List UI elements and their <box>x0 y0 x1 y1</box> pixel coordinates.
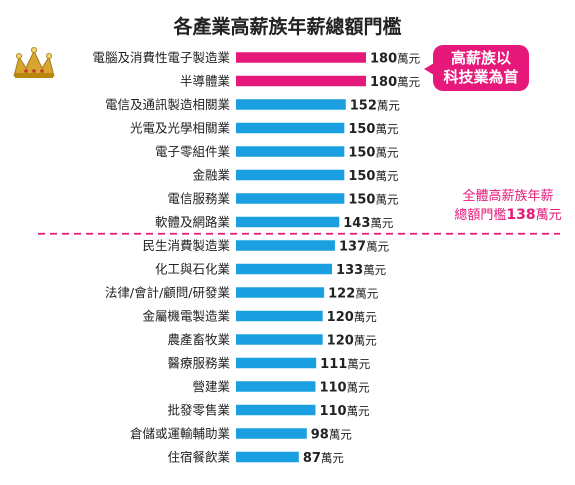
category-label: 農產畜牧業 <box>167 332 230 347</box>
overall-threshold-note: 全體高薪族年薪 總額門檻138萬元 <box>446 188 570 225</box>
category-label: 批發零售業 <box>167 403 230 418</box>
value-label: 150萬元 <box>348 122 399 137</box>
bar <box>236 357 317 369</box>
value-label: 133萬元 <box>336 263 387 278</box>
value-label: 137萬元 <box>339 240 390 255</box>
category-label: 法律/會計/顧問/研發業 <box>105 285 231 300</box>
bar <box>236 381 316 392</box>
category-label: 化工與石化業 <box>155 262 231 277</box>
bar <box>236 75 366 87</box>
value-label: 120萬元 <box>327 334 378 349</box>
bar <box>236 122 345 134</box>
bar <box>236 263 333 275</box>
bar <box>236 99 346 110</box>
category-label: 電信及通訊製造相關業 <box>105 97 231 112</box>
callout-box: 高薪族以 科技業為首 <box>424 45 529 91</box>
value-label: 180萬元 <box>370 75 421 90</box>
category-label: 營建業 <box>192 379 230 394</box>
value-label: 150萬元 <box>348 169 399 184</box>
category-label: 住宿餐飲業 <box>167 450 230 465</box>
note-line-2: 總額門檻138萬元 <box>446 206 570 225</box>
value-label: 122萬元 <box>328 287 379 302</box>
category-label: 電腦及消費性電子製造業 <box>92 50 230 65</box>
bar <box>236 240 335 251</box>
value-label: 152萬元 <box>350 99 401 114</box>
category-label: 半導體業 <box>180 74 231 89</box>
value-label: 110萬元 <box>319 381 370 396</box>
bar <box>236 428 307 439</box>
category-label: 軟體及網路業 <box>155 215 231 230</box>
bar <box>236 52 366 63</box>
callout-line-1: 高薪族以 <box>450 49 511 67</box>
category-label: 金屬機電製造業 <box>142 309 230 324</box>
value-label: 111萬元 <box>320 357 371 372</box>
callout-line-2: 科技業為首 <box>443 68 519 86</box>
category-label: 民生消費製造業 <box>142 238 230 253</box>
category-label: 電信服務業 <box>167 191 230 206</box>
value-label: 120萬元 <box>327 310 378 325</box>
bar <box>236 287 325 298</box>
note-unit: 萬元 <box>535 208 562 223</box>
value-label: 180萬元 <box>370 52 421 67</box>
chart-title: 各產業高薪族年薪總額門檻 <box>173 16 402 38</box>
bar <box>236 451 299 463</box>
bar <box>236 310 323 322</box>
value-label: 87萬元 <box>303 451 345 466</box>
note-line-1: 全體高薪族年薪 <box>462 189 554 204</box>
category-label: 電子零組件業 <box>155 144 231 159</box>
bar <box>236 404 316 416</box>
value-label: 98萬元 <box>311 428 353 443</box>
value-label: 110萬元 <box>319 404 370 419</box>
bar <box>236 334 323 345</box>
value-label: 150萬元 <box>348 146 399 161</box>
category-label: 金融業 <box>192 168 230 183</box>
bar <box>236 216 340 228</box>
bar <box>236 146 345 157</box>
category-label: 倉儲或運輸輔助業 <box>130 426 231 441</box>
bar <box>236 169 345 181</box>
note-prefix: 總額門檻 <box>454 208 507 223</box>
value-label: 143萬元 <box>343 216 394 231</box>
crown-icon <box>13 47 55 78</box>
bar <box>236 193 345 204</box>
value-label: 150萬元 <box>348 193 399 208</box>
category-label: 醫療服務業 <box>167 356 230 371</box>
note-value: 138 <box>506 207 536 223</box>
category-label: 光電及光學相關業 <box>130 121 231 136</box>
